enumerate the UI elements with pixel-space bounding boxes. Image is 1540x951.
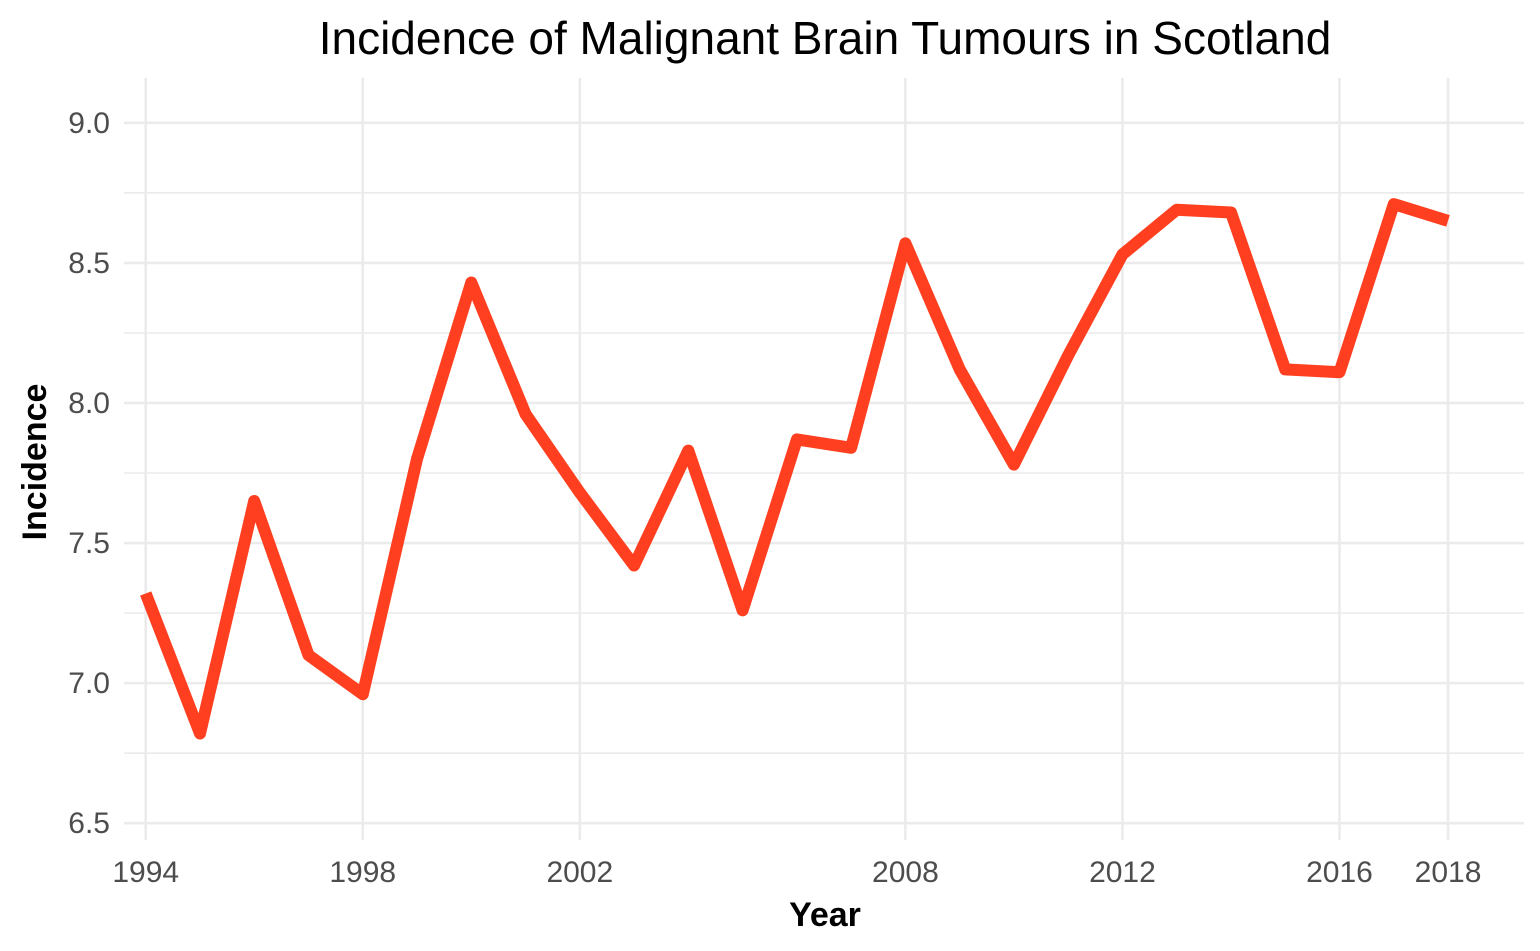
y-tick-label: 8.5 [68, 247, 110, 280]
grid [124, 78, 1524, 840]
x-tick-label: 2012 [1089, 856, 1156, 889]
y-tick-label: 8.0 [68, 387, 110, 420]
x-tick-label: 2018 [1415, 856, 1482, 889]
x-tick-label: 2008 [872, 856, 939, 889]
chart-title: Incidence of Malignant Brain Tumours in … [319, 12, 1332, 64]
x-axis-title: Year [789, 896, 861, 934]
y-tick-label: 9.0 [68, 107, 110, 140]
x-tick-label: 2002 [546, 856, 613, 889]
series-line [140, 198, 1450, 740]
x-tick-label: 1998 [329, 856, 396, 889]
x-tick-label: 2016 [1306, 856, 1373, 889]
y-tick-label: 6.5 [68, 807, 110, 840]
y-tick-label: 7.0 [68, 667, 110, 700]
y-tick-label: 7.5 [68, 527, 110, 560]
x-tick-label: 1994 [112, 856, 179, 889]
y-axis-title: Incidence [16, 384, 54, 541]
y-axis-tick-labels: 6.5 7.0 7.5 8.0 8.5 9.0 [68, 107, 110, 840]
x-axis-tick-labels: 1994 1998 2002 2008 2012 2016 2018 [112, 856, 1481, 889]
series-layer [140, 198, 1450, 740]
